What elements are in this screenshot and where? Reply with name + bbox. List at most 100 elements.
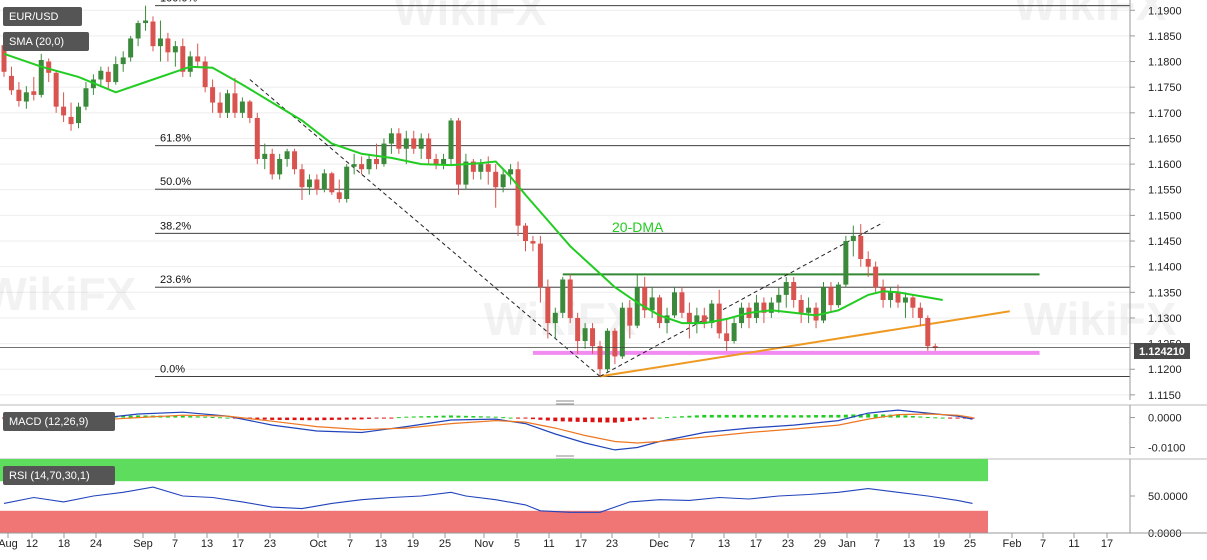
- candle-body: [1, 45, 7, 72]
- candle-body: [455, 120, 461, 185]
- candle: [567, 274, 573, 324]
- macd-line: [3, 409, 973, 451]
- candle: [38, 53, 44, 98]
- pane-grip-1[interactable]: [556, 400, 574, 405]
- candle: [306, 174, 312, 195]
- time-tick-label: 11: [543, 538, 554, 550]
- candle: [455, 117, 461, 195]
- candle: [508, 164, 514, 185]
- candle: [359, 156, 365, 175]
- macd-hist-bar: [441, 415, 446, 418]
- candle: [113, 56, 119, 85]
- annotation-20-dma: 20-DMA: [612, 219, 664, 235]
- candle: [433, 153, 439, 170]
- time-tick-label: 12: [26, 538, 38, 550]
- time-tick-label: 23: [264, 538, 276, 550]
- symbol-label: EUR/USD: [9, 11, 59, 23]
- candle-body: [463, 161, 469, 185]
- candle: [694, 307, 700, 334]
- candle-body: [821, 287, 826, 321]
- candle-body: [98, 70, 104, 80]
- price-tick-label: 1.1150: [1148, 390, 1181, 402]
- pane-grip-2[interactable]: [556, 455, 574, 460]
- candle: [597, 341, 603, 377]
- candle: [83, 82, 89, 111]
- macd-hist-bar: [255, 417, 260, 420]
- macd-hist-bar: [635, 417, 640, 421]
- price-tick-label: 1.1350: [1148, 287, 1182, 299]
- candle: [895, 284, 901, 308]
- candle-body: [143, 20, 149, 24]
- candle-body: [575, 317, 581, 342]
- candle: [493, 164, 499, 208]
- candle: [917, 302, 923, 326]
- candle: [880, 279, 886, 308]
- macd-hist-bar: [925, 417, 930, 419]
- time-axis-ticks: Aug 12 18 24 Sep 7 13 17 23 Oct 7 13 19 25 Nov 5 11 17 23 D…: [0, 533, 1113, 550]
- candle-body: [46, 61, 52, 73]
- candle: [187, 51, 193, 77]
- candle-body: [500, 174, 506, 188]
- candle-body: [210, 87, 216, 103]
- candle: [195, 43, 201, 67]
- candle-body: [493, 171, 499, 188]
- candle: [925, 315, 931, 351]
- macd-hist-bar: [866, 413, 871, 418]
- macd-hist-bar: [769, 415, 774, 418]
- candle-body: [709, 303, 715, 324]
- macd-hist-bar: [165, 415, 170, 418]
- time-tick-label: 7: [874, 538, 880, 550]
- rsi-line: [3, 486, 973, 513]
- macd-hist-bar: [419, 416, 424, 418]
- candle: [143, 5, 149, 31]
- candle-body: [552, 312, 558, 324]
- macd-hist-bar: [195, 416, 200, 418]
- candle-body: [239, 101, 245, 113]
- candle: [664, 307, 670, 334]
- candle-body: [426, 138, 432, 159]
- candle-body: [299, 169, 305, 188]
- candle: [858, 224, 864, 267]
- macd-hist-bar: [508, 417, 513, 419]
- candle-body: [433, 158, 439, 165]
- candle-body: [105, 71, 111, 83]
- candle: [61, 92, 67, 123]
- macd-hist-bar: [948, 417, 953, 419]
- time-tick-label: Dec: [649, 538, 669, 550]
- candle-body: [597, 346, 603, 370]
- time-tick-label: 17: [232, 538, 244, 550]
- time-tick-label: 25: [439, 538, 451, 550]
- candle: [135, 20, 141, 47]
- candle-body: [828, 287, 834, 306]
- candle-body: [366, 158, 372, 170]
- candle-body: [835, 284, 841, 306]
- candle: [321, 169, 327, 193]
- price-tick-label: 1.1300: [1148, 313, 1182, 325]
- candle: [485, 156, 491, 185]
- macd-hist-bar: [314, 417, 319, 421]
- candle: [768, 297, 774, 318]
- price-axis-ticks: 1.1900 1.1850 1.1800 1.1750 1.1700 1.1650 1.16…: [1130, 5, 1182, 402]
- macd-hist-bar: [538, 417, 543, 420]
- macd-hist-bar: [821, 415, 826, 418]
- macd-hist-bar: [761, 415, 766, 418]
- candle: [701, 307, 707, 329]
- candle-body: [813, 307, 819, 321]
- macd-hist-bar: [747, 414, 751, 418]
- time-tick-label: 5: [514, 538, 520, 550]
- rsi-label-box: [3, 466, 115, 485]
- macd-hist-bar: [687, 415, 692, 418]
- time-tick-label: Oct: [309, 538, 326, 550]
- macd-hist-bar: [791, 415, 796, 418]
- macd-hist-bar: [359, 417, 364, 420]
- candle: [210, 79, 216, 113]
- macd-hist-bar: [806, 415, 811, 418]
- candle: [23, 86, 29, 109]
- candle-body: [76, 106, 81, 124]
- candle: [448, 117, 454, 165]
- macd-hist-bar: [665, 417, 670, 419]
- candle: [463, 153, 469, 190]
- macd-hist-bar: [210, 416, 215, 418]
- candle: [269, 148, 275, 180]
- macd-hist-bar: [940, 417, 945, 419]
